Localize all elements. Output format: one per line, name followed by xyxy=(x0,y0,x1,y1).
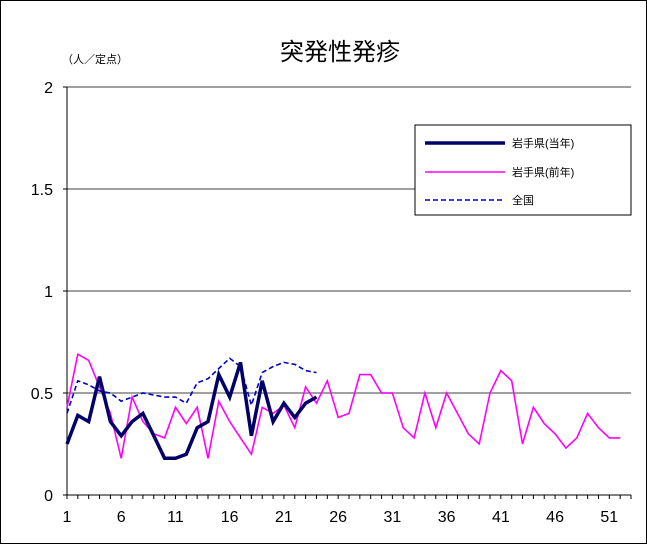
x-tick-label-0: 1 xyxy=(63,509,72,526)
chart-title: 突発性発疹 xyxy=(280,39,400,66)
x-tick-label-4: 21 xyxy=(275,509,293,526)
x-tick-label-7: 36 xyxy=(438,509,456,526)
series-layer xyxy=(65,352,621,461)
x-tick-label-5: 26 xyxy=(329,509,347,526)
legend-label-iwate-previous: 岩手県(前年) xyxy=(512,165,574,179)
axis-layer: 00.511.521 6 11 16 21 26 31 36 41 46 51 xyxy=(31,80,632,526)
series-line-1 xyxy=(66,352,621,459)
x-tick-label-10: 51 xyxy=(600,509,618,526)
y-tick-label-2: 1 xyxy=(44,284,53,301)
x-tick-label-1: 6 xyxy=(117,509,126,526)
y-tick-label-3: 1.5 xyxy=(31,182,53,199)
x-tick-label-2: 11 xyxy=(167,509,184,526)
y-tick-label-4: 2 xyxy=(44,80,53,97)
x-tick-label-8: 41 xyxy=(492,509,510,526)
x-tick-label-9: 46 xyxy=(546,509,564,526)
grid-layer xyxy=(67,86,631,394)
y-tick-label-0: 0 xyxy=(44,488,53,505)
y-axis-unit-label: （人／定点） xyxy=(62,52,128,66)
y-tick-label-1: 0.5 xyxy=(31,386,53,403)
series-line-0 xyxy=(65,361,318,461)
legend-label-national: 全国 xyxy=(512,193,534,207)
legend-label-iwate-current: 岩手県(当年) xyxy=(512,136,574,150)
x-tick-label-6: 31 xyxy=(383,509,401,526)
x-tick-label-3: 16 xyxy=(221,509,239,526)
legend: 岩手県(当年) 岩手県(前年) 全国 xyxy=(414,124,632,216)
series-line-2 xyxy=(66,357,317,414)
